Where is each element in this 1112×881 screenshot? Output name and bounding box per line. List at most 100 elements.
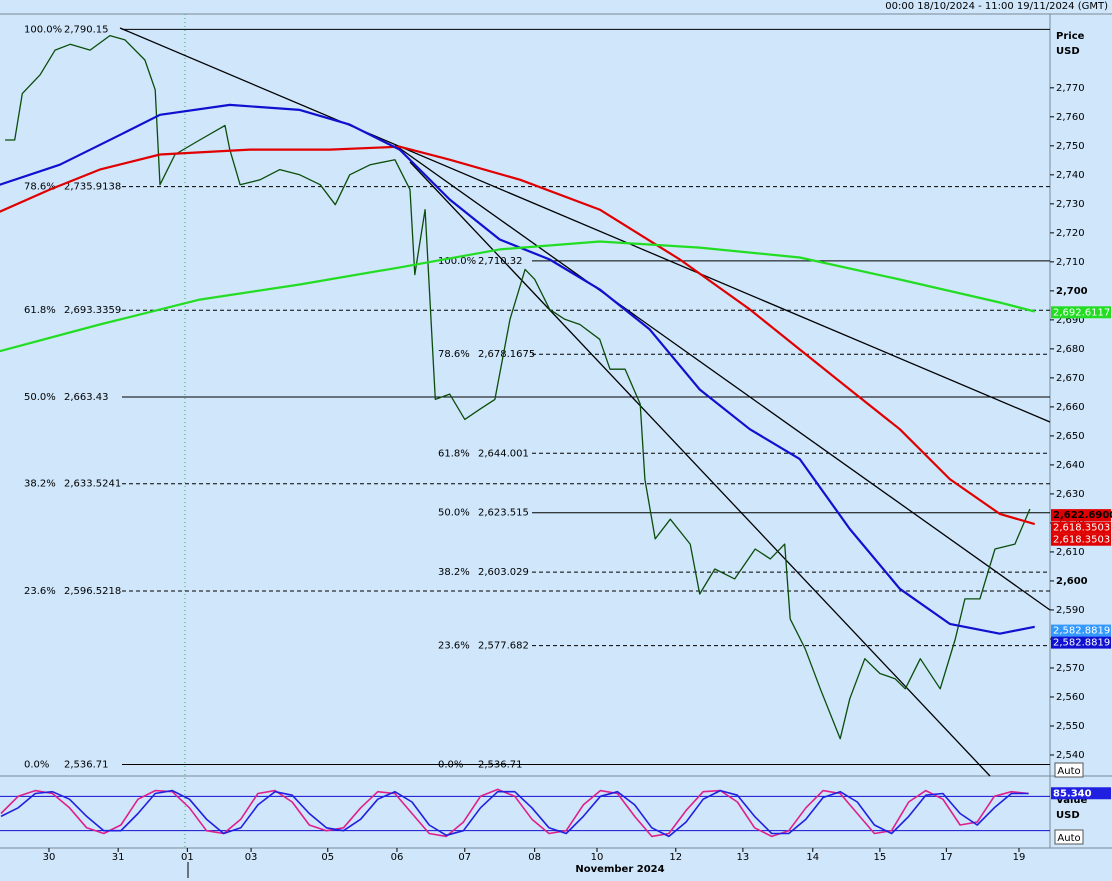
x-tick-label: 19 xyxy=(1013,852,1026,863)
end-label: 2,618.3503 xyxy=(1053,535,1110,546)
fib-pct: 23.6% xyxy=(438,641,470,652)
end-label: 2,622.6900 xyxy=(1053,510,1112,521)
y-tick-label: 2,690 xyxy=(1056,315,1085,326)
y-tick-label: 2,740 xyxy=(1056,170,1085,181)
y-tick-label: 2,660 xyxy=(1056,402,1085,413)
trendline xyxy=(409,161,991,777)
y-tick-label: 2,600 xyxy=(1056,576,1088,587)
fib-label: 2,536.71 xyxy=(478,760,523,771)
end-label-box xyxy=(1051,533,1111,546)
fib-pct: 0.0% xyxy=(24,760,49,771)
y-tick-label: 2,770 xyxy=(1056,83,1085,94)
auto-button[interactable] xyxy=(1054,829,1084,845)
y-tick-label: 2,590 xyxy=(1056,605,1085,616)
y-tick-label: 2,700 xyxy=(1056,286,1088,297)
x-tick-label: 31 xyxy=(112,852,125,863)
x-tick-label: 10 xyxy=(591,852,604,863)
y-tick-label: 2,760 xyxy=(1056,112,1085,123)
series-line xyxy=(0,145,1036,526)
y-tick-label: 2,640 xyxy=(1056,460,1085,471)
end-label-box xyxy=(1051,521,1111,534)
y-axis-label: Price xyxy=(1056,31,1085,42)
x-tick-label: 08 xyxy=(528,852,541,863)
fib-label: 2,536.71 xyxy=(64,760,109,771)
end-label-box xyxy=(1051,624,1111,637)
y-tick-label: 2,720 xyxy=(1056,228,1085,239)
x-tick-label: 01 xyxy=(181,852,194,863)
x-tick-label: 05 xyxy=(321,852,334,863)
y-tick-label: 2,540 xyxy=(1056,750,1085,761)
fib-pct: 38.2% xyxy=(24,479,56,490)
osc-axis-unit: USD xyxy=(1056,810,1080,821)
auto-button[interactable] xyxy=(1054,762,1084,778)
x-tick-label: 03 xyxy=(245,852,258,863)
end-label-box xyxy=(1051,509,1111,522)
y-tick-label: 2,730 xyxy=(1056,199,1085,210)
y-tick-label: 2,560 xyxy=(1056,692,1085,703)
end-label: 85.340 xyxy=(1053,788,1092,799)
x-tick-label: 06 xyxy=(391,852,404,863)
fib-label: 2,663.43 xyxy=(64,392,109,403)
end-label-box xyxy=(1051,636,1111,649)
x-tick-label: 30 xyxy=(43,852,56,863)
y-tick-label: 2,710 xyxy=(1056,257,1085,268)
trendline xyxy=(119,27,1051,423)
fib-label: 2,644.001 xyxy=(478,448,529,459)
end-label-box xyxy=(1051,787,1111,800)
x-tick-label: 14 xyxy=(806,852,819,863)
series-line xyxy=(0,789,1029,838)
series-line xyxy=(0,103,1035,635)
trendline xyxy=(394,144,1051,611)
y-tick-label: 2,550 xyxy=(1056,721,1085,732)
y-tick-label: 2,680 xyxy=(1056,344,1085,355)
fib-pct: 50.0% xyxy=(438,508,470,519)
auto-button-label[interactable]: Auto xyxy=(1057,833,1080,844)
fib-label: 2,710.32 xyxy=(478,256,523,267)
fib-label: 2,596.5218 xyxy=(64,586,121,597)
trendlines xyxy=(119,27,1051,777)
fib-pct: 0.0% xyxy=(438,760,463,771)
y-tick-label: 2,570 xyxy=(1056,663,1085,674)
y-axis-unit: USD xyxy=(1056,46,1080,57)
fib-label: 2,577.682 xyxy=(478,641,529,652)
fib-pct: 50.0% xyxy=(24,392,56,403)
x-tick-label: 17 xyxy=(940,852,953,863)
fib-label: 2,633.5241 xyxy=(64,479,121,490)
end-label: 2,618.3503 xyxy=(1053,523,1110,534)
auto-button-label[interactable]: Auto xyxy=(1057,766,1080,777)
fib-label: 2,678.1675 xyxy=(478,349,535,360)
end-label-box xyxy=(1051,306,1111,319)
y-tick-label: 2,630 xyxy=(1056,489,1085,500)
fib-pct: 38.2% xyxy=(438,567,470,578)
series-line xyxy=(5,34,1031,740)
fib-pct: 23.6% xyxy=(24,586,56,597)
fib-label: 2,735.9138 xyxy=(64,182,121,193)
end-label: 2,582.8819 xyxy=(1053,626,1110,637)
fib-pct: 100.0% xyxy=(438,256,476,267)
fib-pct: 61.8% xyxy=(24,305,56,316)
x-axis-label: November 2024 xyxy=(575,864,664,875)
end-label: 2,692.6117 xyxy=(1053,307,1110,318)
fib-pct: 100.0% xyxy=(24,24,62,35)
fib-pct: 61.8% xyxy=(438,448,470,459)
y-tick-label: 2,610 xyxy=(1056,547,1085,558)
osc-axis-label: Value xyxy=(1056,795,1087,806)
x-tick-label: 13 xyxy=(737,852,750,863)
y-tick-label: 2,650 xyxy=(1056,431,1085,442)
y-tick-label: 2,670 xyxy=(1056,373,1085,384)
fib-label: 2,603.029 xyxy=(478,567,529,578)
fib-label: 2,790.15 xyxy=(64,24,109,35)
fib-pct: 78.6% xyxy=(438,349,470,360)
chart-subtitle: 00:00 18/10/2024 - 11:00 19/11/2024 (GMT… xyxy=(885,1,1108,12)
series-line xyxy=(0,788,1029,838)
x-tick-label: 12 xyxy=(669,852,682,863)
fib-label: 2,693.3359 xyxy=(64,305,121,316)
x-tick-label: 15 xyxy=(874,852,887,863)
y-tick-label: 2,750 xyxy=(1056,141,1085,152)
fib-label: 2,623.515 xyxy=(478,508,529,519)
series-line xyxy=(0,240,1035,353)
x-tick-label: 07 xyxy=(458,852,471,863)
